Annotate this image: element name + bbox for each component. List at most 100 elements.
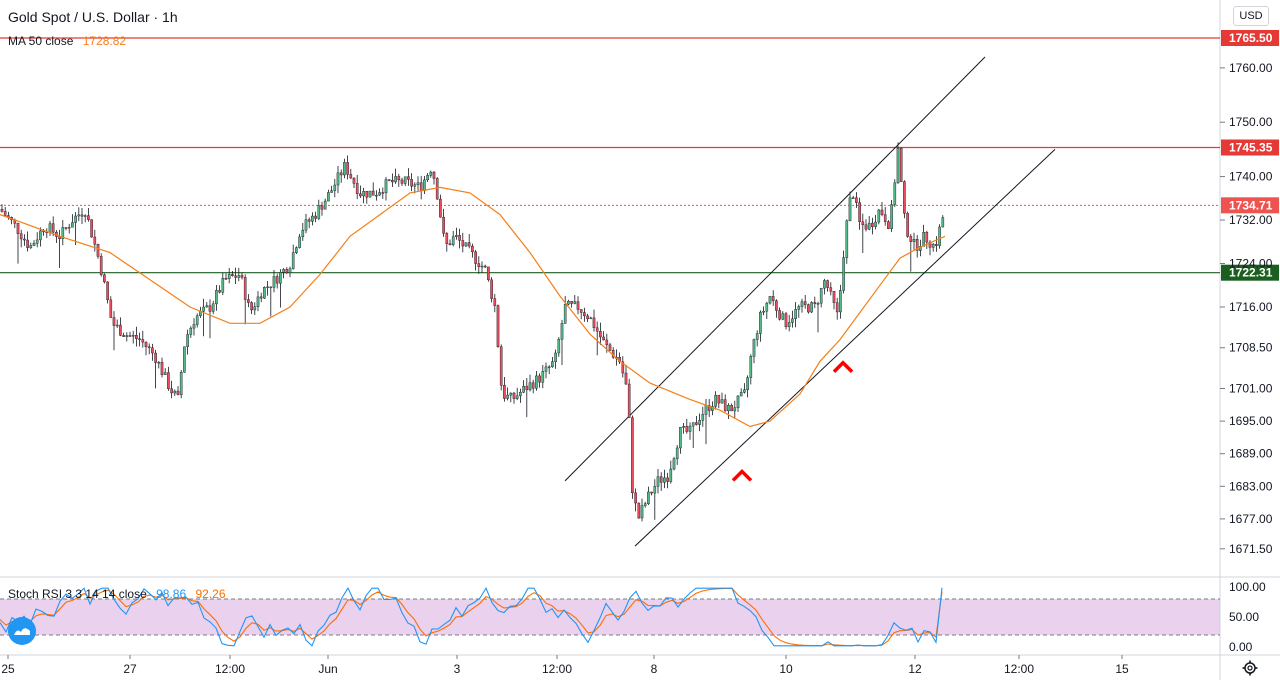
candle-up: [701, 414, 705, 421]
candle-down: [467, 242, 471, 247]
candle-up: [938, 226, 941, 246]
horizontal-levels[interactable]: 1765.50 1745.35 1734.71 1722.31: [0, 30, 1279, 281]
candle-up: [227, 274, 231, 279]
candle-up: [819, 287, 823, 304]
candle-down: [442, 216, 445, 234]
candle-up: [704, 405, 708, 415]
candle-down: [602, 336, 605, 341]
candle-up: [67, 227, 71, 229]
candle-down: [627, 383, 631, 418]
candle-down: [26, 239, 29, 248]
candle-up: [759, 311, 762, 334]
candle-down: [400, 179, 404, 184]
candle-up: [215, 290, 218, 305]
candle-down: [151, 347, 154, 354]
candle-up: [384, 179, 388, 194]
candle-down: [144, 341, 148, 348]
symbol-legend: Gold Spot / U.S. Dollar · 1h: [8, 9, 184, 25]
up-arrow-marker-icon: [832, 360, 854, 373]
ma-50-line: [0, 186, 946, 428]
candle-down: [723, 399, 727, 412]
stoch-k-line: [0, 586, 943, 647]
candle-down: [925, 232, 929, 243]
candle-up: [563, 303, 567, 324]
candle-up: [301, 229, 305, 238]
candle-down: [807, 304, 810, 313]
candle-up: [691, 422, 695, 427]
candle-up: [535, 375, 538, 389]
candle-down: [730, 405, 733, 412]
candle-up: [768, 296, 772, 304]
candle-down: [608, 344, 612, 351]
osc-tick-label: 0.00: [1229, 640, 1253, 654]
candle-up: [298, 236, 301, 248]
price-tag-resistance: [1221, 30, 1279, 46]
candle-up: [317, 205, 321, 219]
candle-down: [240, 275, 244, 278]
settings-gear-icon[interactable]: [1242, 660, 1258, 676]
candle-down: [339, 172, 343, 176]
candle-down: [499, 346, 503, 386]
candle-up: [890, 204, 893, 229]
candle-down: [147, 346, 151, 349]
candle-down: [650, 491, 653, 494]
candle-down: [624, 372, 628, 385]
candle-up: [653, 486, 657, 494]
candle-down: [247, 299, 250, 303]
candle-down: [583, 312, 586, 317]
candle-down: [579, 309, 583, 313]
candle-down: [355, 183, 359, 194]
oscillator-legend: Stoch RSI 3 3 14 14 close 98.86 92.26: [8, 587, 232, 601]
candle-up: [679, 427, 682, 449]
currency-button[interactable]: USD: [1233, 6, 1269, 26]
candle-up: [362, 191, 365, 197]
candle-down: [122, 335, 125, 337]
candle-down: [512, 392, 516, 399]
candle-down: [349, 174, 353, 179]
candle-down: [231, 274, 234, 277]
price-tag-last_price: [1221, 197, 1279, 214]
x-tick-label: 10: [779, 662, 793, 676]
axes[interactable]: 1760.00 1750.00 1740.00 1732.00 1724.00 1716.…: [1, 61, 1272, 676]
candle-down: [407, 176, 410, 180]
candle-up: [839, 290, 842, 313]
trend-channel[interactable]: [564, 56, 1056, 547]
candle-down: [112, 317, 116, 326]
candle-up: [941, 217, 945, 228]
candle-up: [221, 278, 225, 293]
candle-up: [698, 420, 701, 425]
candle-up: [32, 242, 36, 246]
candle-down: [813, 302, 817, 304]
stoch-rsi-panel[interactable]: [0, 586, 1220, 647]
candle-down: [23, 238, 26, 241]
candle-down: [234, 275, 237, 278]
candle-up: [183, 346, 186, 373]
candle-down: [3, 211, 7, 216]
candle-up: [515, 395, 519, 399]
candle-up: [682, 426, 685, 428]
candle-down: [496, 305, 500, 347]
y-tick-label: 1677.00: [1229, 512, 1273, 526]
candle-down: [595, 327, 599, 332]
tradingview-logo-icon[interactable]: [8, 617, 36, 645]
candle-up: [375, 194, 378, 197]
candle-up: [311, 215, 314, 222]
candle-down: [906, 213, 909, 237]
price-tag-resistance: [1221, 139, 1279, 156]
candle-up: [336, 172, 340, 186]
candle-up: [413, 184, 417, 187]
y-tick-label: 1724.00: [1229, 257, 1273, 271]
candle-up: [115, 324, 119, 327]
candle-down: [320, 205, 324, 210]
candle-up: [791, 318, 794, 323]
candle-up: [931, 244, 935, 248]
currency-label: USD: [1239, 10, 1263, 22]
candle-down: [51, 223, 55, 233]
candle-up: [131, 334, 135, 337]
candle-up: [842, 257, 845, 291]
candle-up: [544, 366, 548, 372]
candle-up: [560, 323, 564, 340]
candle-down: [154, 352, 157, 363]
candle-down: [576, 301, 580, 310]
